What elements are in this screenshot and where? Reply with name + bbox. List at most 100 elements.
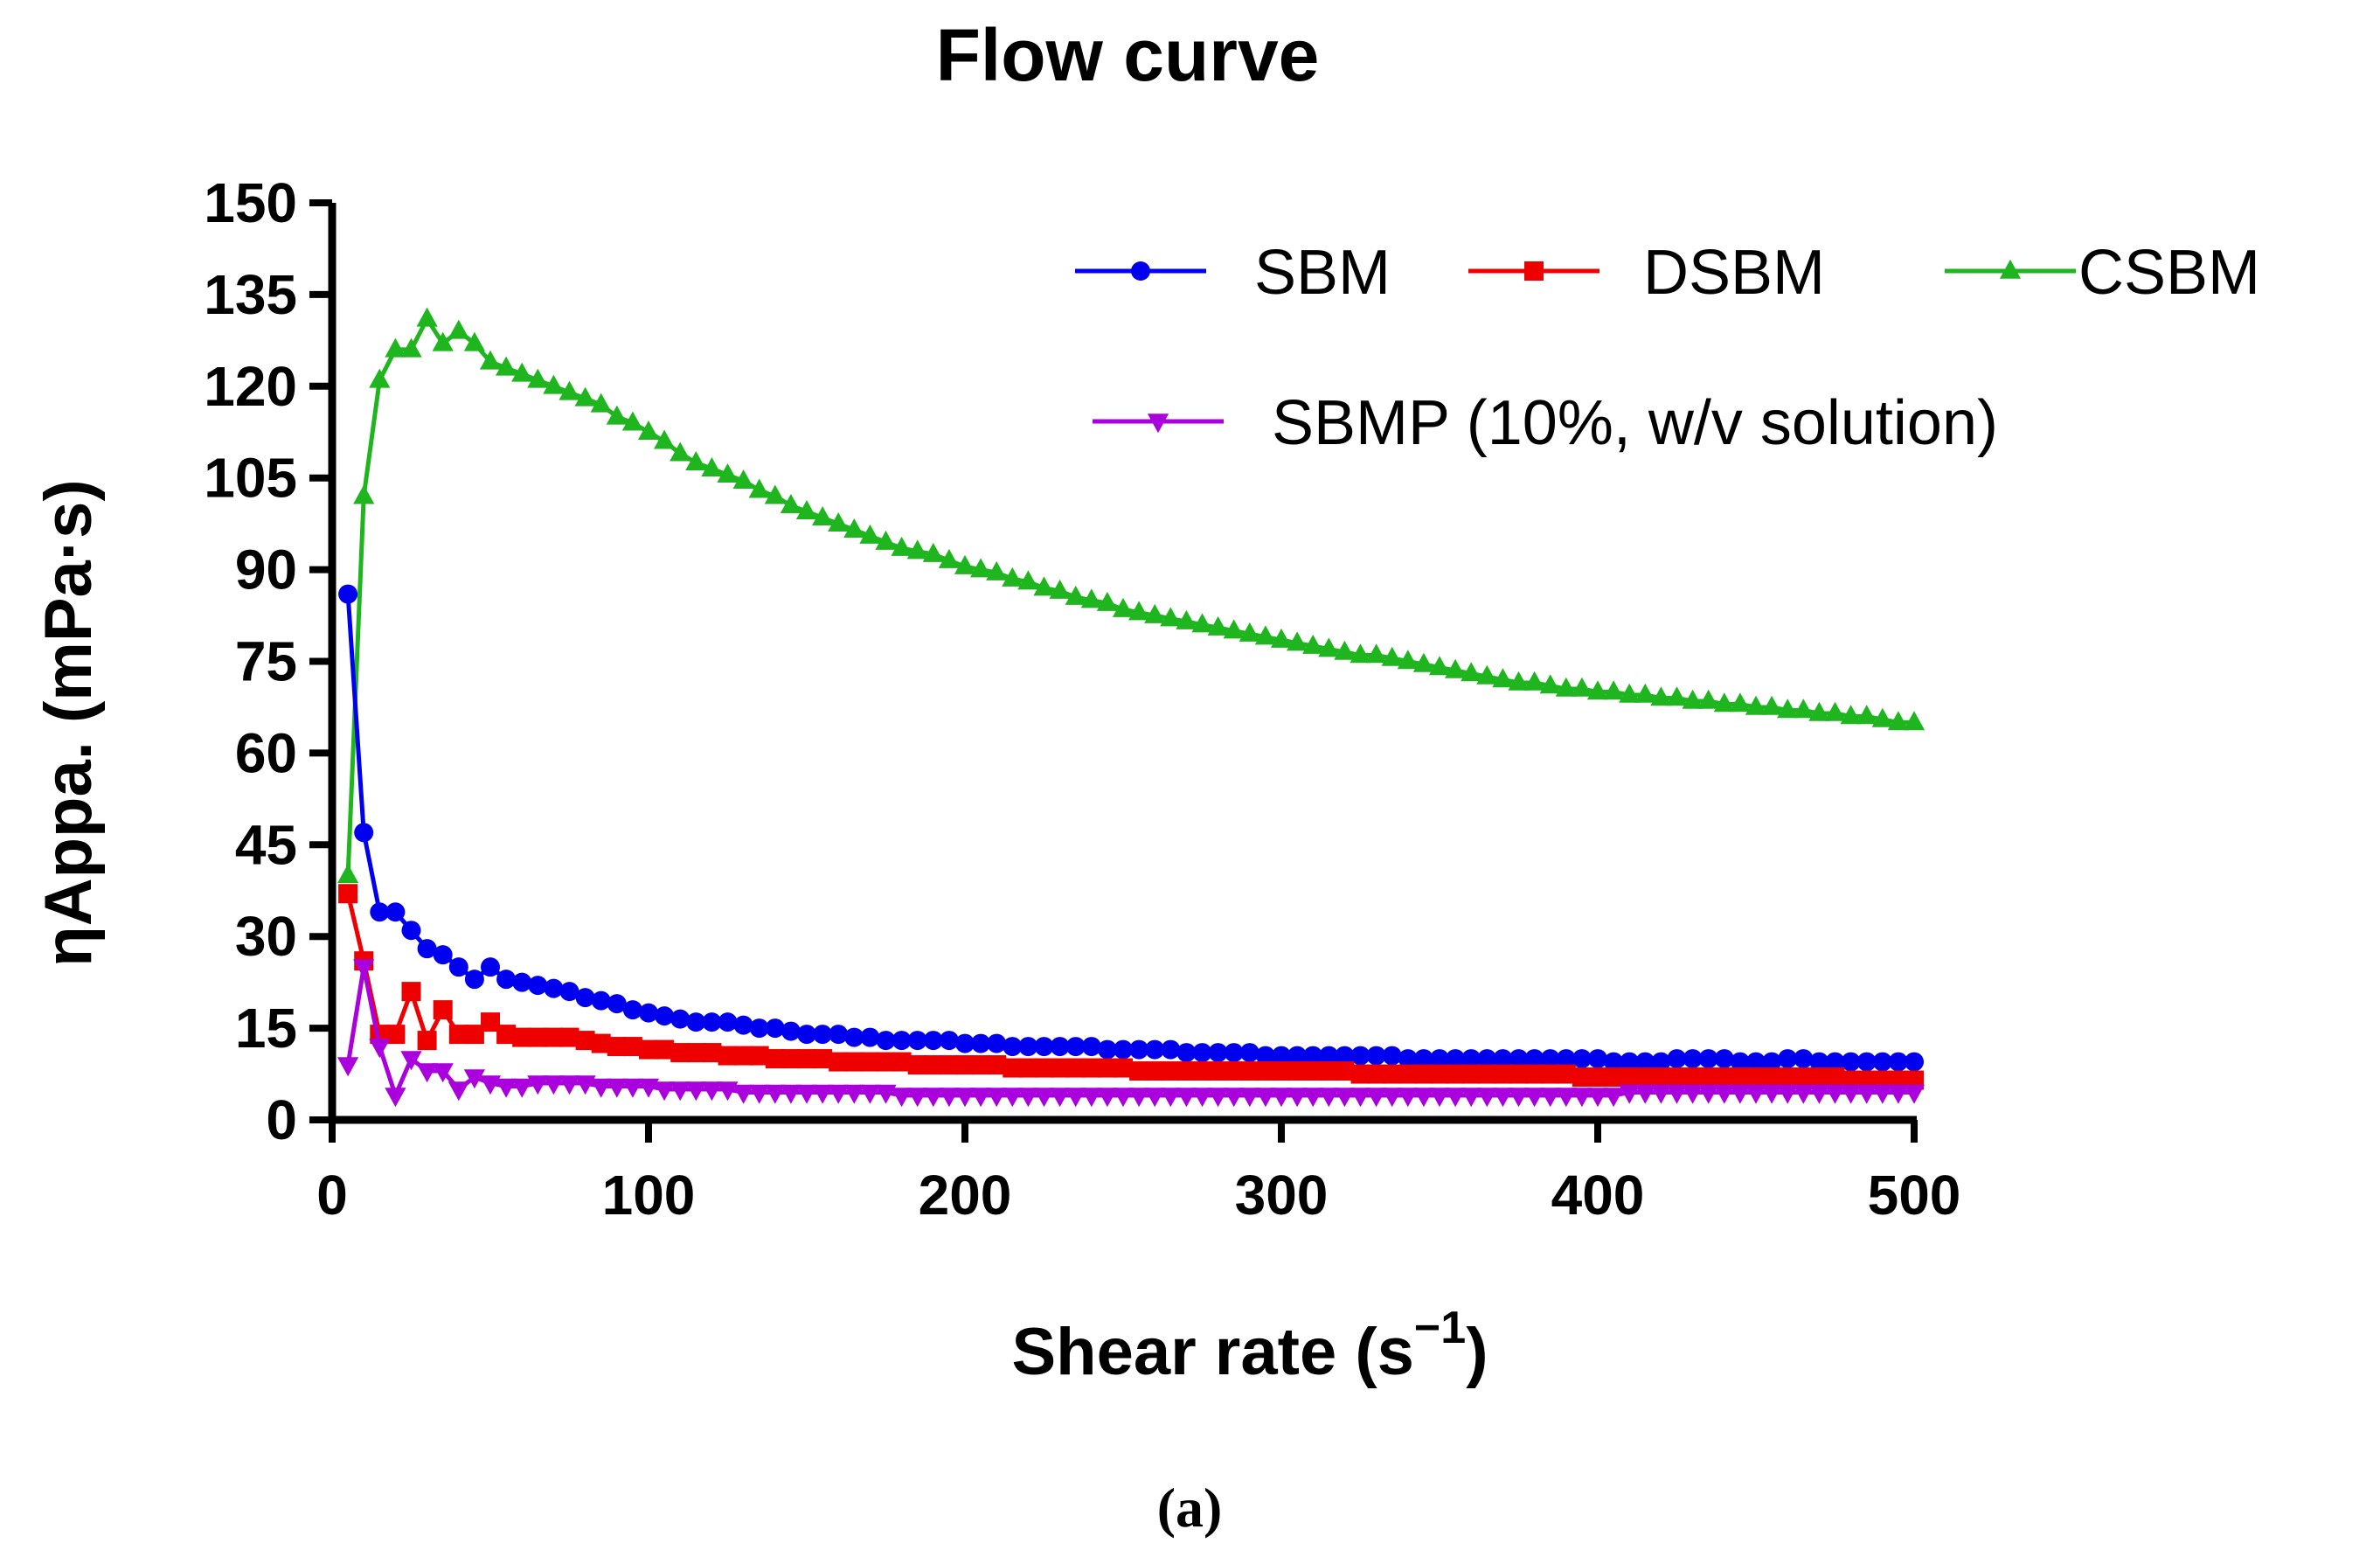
data-point-dsbm <box>1762 1067 1782 1088</box>
data-point-sbmp <box>717 1081 739 1102</box>
data-point-csbm <box>875 530 897 550</box>
series-sbmp <box>337 959 1926 1108</box>
data-point-sbm <box>1319 1046 1339 1066</box>
data-point-sbm <box>844 1027 864 1047</box>
data-point-sbmp <box>1002 1088 1023 1108</box>
data-point-sbm <box>464 970 484 990</box>
data-point-csbm <box>670 441 691 462</box>
data-point-csbm <box>1903 711 1926 731</box>
data-point-dsbm <box>1588 1067 1607 1088</box>
data-point-sbm <box>512 972 532 992</box>
series-csbm <box>337 307 1926 884</box>
data-point-sbmp <box>1397 1088 1419 1108</box>
data-point-sbmp <box>1287 1088 1308 1108</box>
data-point-dsbm <box>385 1025 406 1045</box>
x-tick-label: 100 <box>602 1164 696 1227</box>
data-point-sbmp <box>954 1088 976 1108</box>
legend-label: DSBM <box>1643 238 1825 308</box>
data-point-sbmp <box>1365 1088 1387 1108</box>
data-point-sbmp <box>795 1084 818 1104</box>
data-point-dsbm <box>892 1052 912 1072</box>
data-point-sbmp <box>812 1084 834 1104</box>
data-point-csbm <box>479 350 502 370</box>
y-tick-label: 45 <box>235 813 297 876</box>
data-point-sbm <box>1272 1046 1291 1066</box>
data-point-sbmp <box>1080 1088 1102 1108</box>
data-point-csbm <box>1144 603 1166 623</box>
data-point-dsbm <box>1524 1064 1544 1084</box>
data-point-sbm <box>923 1031 943 1051</box>
data-point-dsbm <box>1698 1067 1718 1088</box>
data-point-sbmp <box>1112 1088 1134 1108</box>
x-axis-label-superscript: −1 <box>1414 1303 1466 1353</box>
data-point-sbm <box>702 1012 722 1032</box>
data-point-dsbm <box>575 1031 595 1051</box>
data-point-csbm <box>1492 668 1514 688</box>
data-point-csbm <box>764 484 786 504</box>
legend-marker <box>1999 259 2022 279</box>
data-point-sbmp <box>1270 1088 1293 1108</box>
legend-item-sbm: SBM <box>1075 238 1391 308</box>
data-point-csbm <box>1350 643 1371 664</box>
data-point-sbmp <box>859 1084 881 1104</box>
data-point-dsbm <box>971 1055 991 1075</box>
data-point-dsbm <box>1319 1061 1339 1081</box>
data-point-sbm <box>733 1015 753 1035</box>
data-series <box>337 307 1926 1108</box>
data-point-csbm <box>1381 646 1403 666</box>
data-point-dsbm <box>1540 1064 1560 1084</box>
data-point-sbmp <box>875 1084 897 1104</box>
data-point-csbm <box>654 429 676 449</box>
data-point-sbmp <box>1745 1084 1767 1104</box>
data-point-csbm <box>1302 634 1324 654</box>
data-point-sbmp <box>1508 1088 1530 1108</box>
data-point-sbmp <box>416 1063 438 1083</box>
data-point-dsbm <box>1430 1064 1449 1084</box>
data-point-sbm <box>1081 1037 1101 1057</box>
data-point-csbm <box>511 362 533 382</box>
data-point-csbm <box>1539 674 1561 694</box>
data-point-sbmp <box>1824 1084 1846 1104</box>
data-point-sbmp <box>606 1078 628 1098</box>
data-point-sbmp <box>385 1088 406 1108</box>
data-point-csbm <box>1840 705 1862 725</box>
data-point-dsbm <box>528 1027 548 1047</box>
data-point-dsbm <box>1145 1061 1165 1081</box>
data-point-dsbm <box>401 982 421 1002</box>
data-point-csbm <box>1428 656 1451 676</box>
data-point-dsbm <box>559 1027 579 1047</box>
data-point-sbmp <box>1713 1084 1735 1104</box>
data-point-sbm <box>639 1003 658 1023</box>
data-point-sbmp <box>906 1088 928 1108</box>
data-point-sbm <box>1762 1052 1782 1072</box>
data-point-sbmp <box>1223 1088 1245 1108</box>
data-point-sbmp <box>922 1088 944 1108</box>
data-point-dsbm <box>433 1000 453 1020</box>
data-point-sbmp <box>479 1075 502 1095</box>
data-point-sbmp <box>843 1084 865 1104</box>
data-point-csbm <box>922 542 944 562</box>
data-point-dsbm <box>844 1052 864 1072</box>
data-point-dsbm <box>1667 1067 1687 1088</box>
data-point-sbm <box>813 1025 833 1045</box>
data-point-csbm <box>574 386 596 407</box>
data-point-sbmp <box>1476 1088 1498 1108</box>
data-point-sbmp <box>1793 1084 1814 1104</box>
data-point-sbm <box>591 991 611 1011</box>
data-point-sbm <box>385 902 406 922</box>
data-point-dsbm <box>481 1012 500 1032</box>
x-tick-label: 300 <box>1235 1164 1329 1227</box>
data-point-sbmp <box>970 1088 992 1108</box>
data-point-csbm <box>1682 689 1703 709</box>
data-point-sbm <box>1224 1043 1244 1063</box>
data-point-csbm <box>1666 686 1688 706</box>
data-point-sbm <box>1239 1043 1259 1063</box>
data-point-dsbm <box>607 1037 627 1057</box>
data-point-dsbm <box>670 1043 690 1063</box>
data-point-dsbm <box>1778 1067 1798 1088</box>
data-point-sbm <box>433 945 453 965</box>
data-point-csbm <box>812 505 834 525</box>
data-point-sbm <box>1572 1049 1592 1069</box>
data-point-dsbm <box>417 1031 437 1051</box>
